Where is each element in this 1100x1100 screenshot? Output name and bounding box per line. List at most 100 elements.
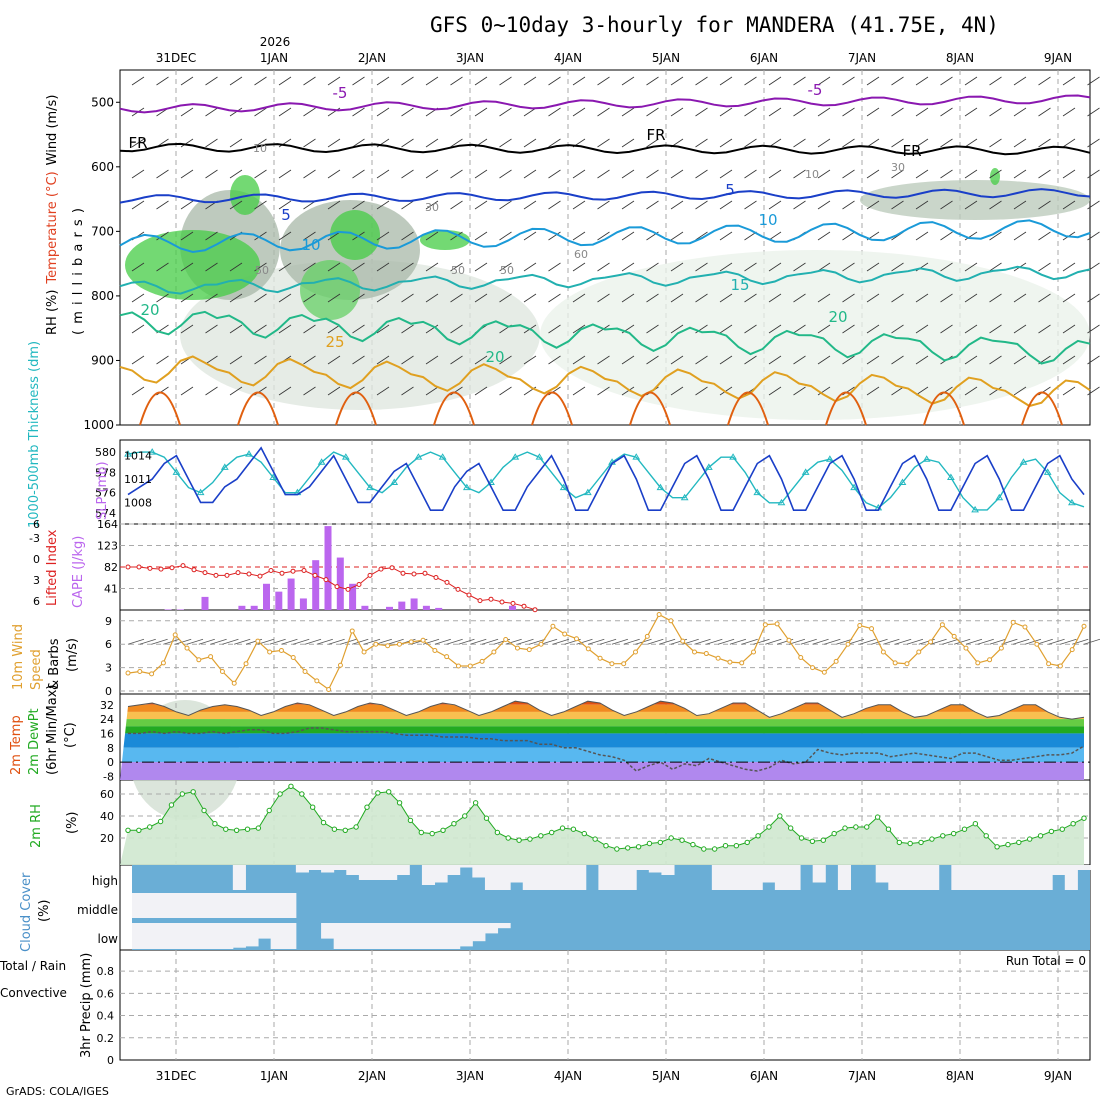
cloud-gap (484, 923, 499, 934)
contour-label: 20 (485, 348, 504, 366)
wind-barb (793, 169, 806, 179)
wind-barb (572, 262, 586, 272)
rh-point (548, 829, 555, 836)
wind-barb (793, 355, 806, 365)
ytick-label: 800 (91, 289, 114, 303)
cloud-gap (1077, 865, 1091, 870)
rh-point (961, 826, 968, 832)
wind-point (963, 645, 969, 651)
rh-point (603, 843, 609, 849)
wind-barb (621, 138, 635, 148)
wind-point (762, 622, 768, 628)
wind-point (621, 661, 627, 667)
thickness-point (971, 505, 979, 513)
precip-tick: 0.2 (97, 1032, 115, 1045)
thickness-point (196, 488, 205, 496)
wind-barb (517, 638, 534, 645)
wind-barb (474, 76, 488, 86)
thickness-point (317, 458, 326, 465)
wind-barb (1062, 355, 1076, 365)
thickness-point (487, 478, 495, 486)
thickness-point (777, 498, 786, 506)
isotherm-30 (1021, 391, 1063, 426)
panel-frame (119, 439, 1091, 525)
wind-barb (376, 169, 390, 179)
date-label-top: 7JAN (848, 51, 876, 65)
wind-barb (425, 138, 439, 148)
rh-point (516, 837, 522, 843)
wind-barb (847, 638, 865, 645)
wind-point (833, 658, 839, 664)
wind-point (880, 649, 886, 655)
wind-barb (621, 262, 635, 272)
rh-point (701, 846, 707, 852)
wind-barb (989, 293, 1002, 303)
wind-barb (278, 324, 292, 334)
wind-barb (842, 262, 855, 272)
li-point (345, 586, 351, 592)
rh-point (168, 802, 175, 808)
wind-barb (859, 638, 876, 645)
li-point (202, 570, 208, 576)
wind-barb (940, 169, 953, 179)
wind-barb (450, 262, 463, 272)
wind-barb (621, 386, 635, 396)
wind-barb (499, 169, 512, 179)
wind-barb (180, 169, 194, 179)
wind-barb (278, 169, 292, 179)
rh-point (668, 835, 674, 841)
wind-barb (499, 386, 512, 396)
wind-barb (523, 107, 537, 117)
wind-barb (572, 355, 586, 365)
rh-point (147, 824, 153, 830)
wind-point (137, 669, 143, 674)
wind-barb (817, 76, 831, 86)
wind-barb (744, 107, 757, 117)
wind-barb (425, 76, 439, 86)
cape-bar (201, 596, 209, 610)
wind-barb (1038, 169, 1051, 179)
wind-barb (327, 355, 341, 365)
wind-barb (940, 262, 953, 272)
cape-bar (509, 605, 516, 610)
wind-barb (548, 324, 561, 334)
wind-barb (964, 324, 978, 334)
cloud-gap (762, 865, 776, 883)
wind-barb (151, 638, 168, 645)
wind-barb (131, 293, 145, 303)
wind-barb (597, 231, 610, 241)
cloud-gap (926, 865, 940, 890)
wind-barb (376, 355, 390, 365)
wind-barb (940, 107, 953, 117)
date-label-bottom: 31DEC (156, 1069, 196, 1083)
wind-barb (817, 355, 831, 365)
ylabel-part: Temperature (°C) (45, 171, 60, 284)
wind-barb (695, 76, 708, 86)
wind-barb (278, 200, 292, 210)
cross-section-ylabel2: ( m i l l i b a r s ) (71, 207, 86, 335)
wind-barb (646, 324, 659, 334)
wind-barb (425, 293, 439, 303)
wind-barb (744, 169, 757, 179)
wind-barb (131, 386, 145, 396)
wind-point (845, 641, 851, 647)
wind-barb (352, 138, 365, 148)
wind-barb (817, 293, 831, 303)
wind-barb (670, 231, 684, 241)
wind-barb (1013, 200, 1027, 210)
wind-barb (401, 355, 414, 365)
date-label-top: 1JAN (260, 51, 288, 65)
wind-barb (1087, 386, 1100, 396)
wind-barb (1013, 169, 1027, 179)
cloud-gap (321, 923, 335, 939)
thickness-point (583, 488, 592, 496)
wind-point (149, 671, 155, 677)
wind-point (751, 649, 757, 655)
panel-frame (119, 69, 1091, 426)
wind-barb (768, 107, 782, 117)
precip-tick: 0 (107, 1054, 114, 1067)
chart-title: GFS 0~10day 3-hourly for MANDERA (41.75E… (430, 13, 999, 37)
contour-label: FR (128, 134, 147, 152)
wind-barb (281, 638, 298, 645)
rh-point (983, 833, 989, 839)
